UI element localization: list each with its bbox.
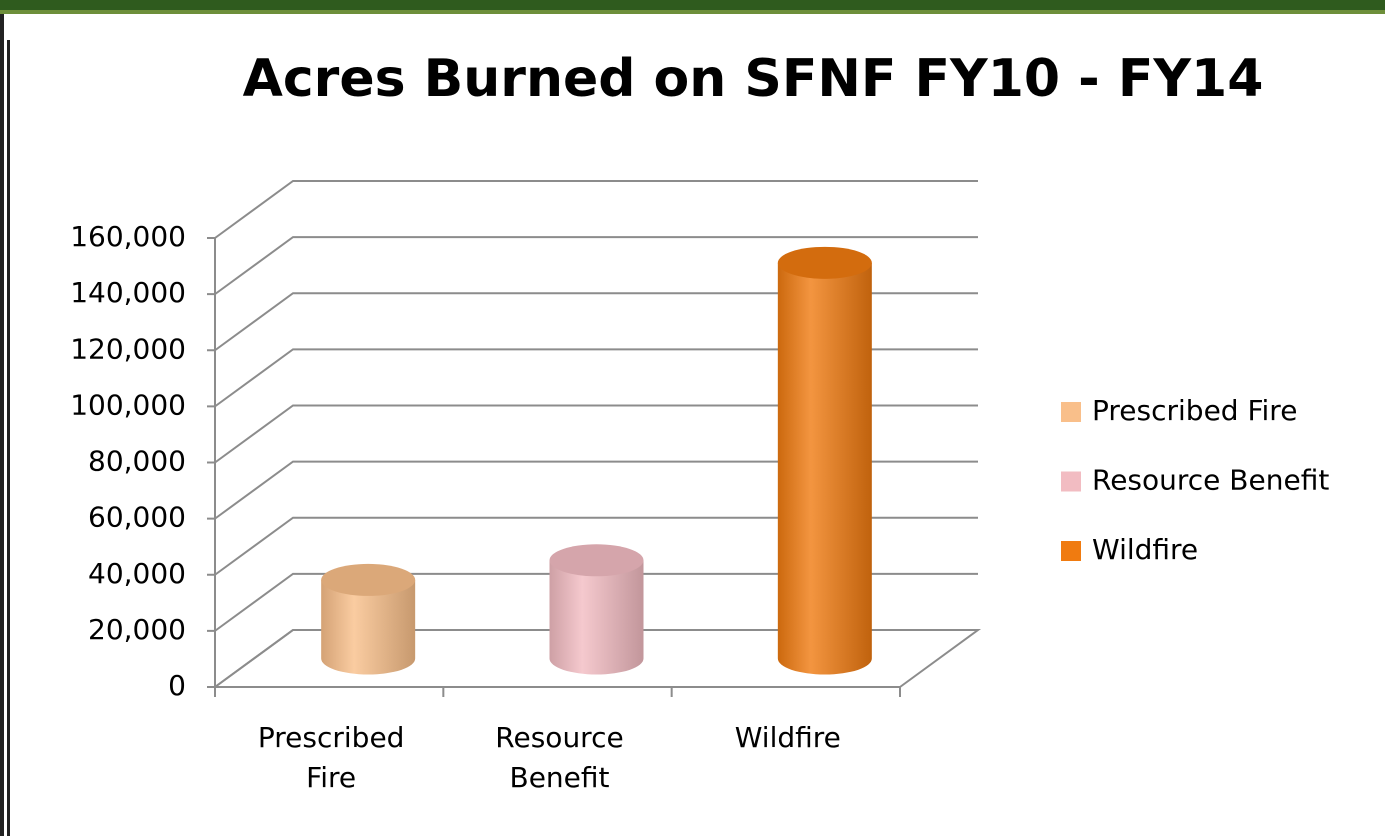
grid-line [214,292,978,352]
frame-left-inner [7,40,10,836]
grid-line [214,460,978,520]
legend-swatch [1061,402,1081,422]
y-tick-label: 0 [168,669,186,702]
bar-top [549,544,644,577]
legend-label: Prescribed Fire [1092,394,1297,427]
y-tick-label: 160,000 [70,220,186,253]
bar-body [549,560,644,675]
grid-line [214,180,978,239]
bar-body [777,262,872,675]
legend-swatch [1061,471,1081,492]
grid-line [214,516,978,576]
y-tick-label: 80,000 [88,445,186,478]
bar-top [777,246,872,279]
x-tick-label: Wildfire [734,721,841,754]
frame-top [0,0,1385,10]
grid-line [214,572,978,632]
y-tick-label: 140,000 [70,276,186,309]
grid-line [214,629,978,688]
grid-line [214,348,978,408]
y-tick-label: 60,000 [88,501,186,534]
frame-left [0,14,4,836]
legend-label: Resource Benefit [1092,464,1329,497]
bar [777,246,872,675]
grid-line [214,404,978,464]
chart-title: Acres Burned on SFNF FY10 - FY14 [243,49,1264,109]
bar [549,544,644,675]
grid-line [214,236,978,295]
frame-top-inner [0,10,1385,14]
bar-body [321,579,416,675]
x-tick-label: Resource Benefit [495,721,624,794]
y-tick-label: 100,000 [70,388,186,421]
y-tick-label: 40,000 [88,557,186,590]
bar [321,563,416,675]
legend-label: Wildfire [1092,533,1198,566]
y-tick-label: 120,000 [70,332,186,365]
legend-swatch [1061,541,1081,561]
x-tick-label: Prescribed Fire [257,721,405,794]
bar-top [321,563,416,596]
y-tick-label: 20,000 [88,613,186,646]
